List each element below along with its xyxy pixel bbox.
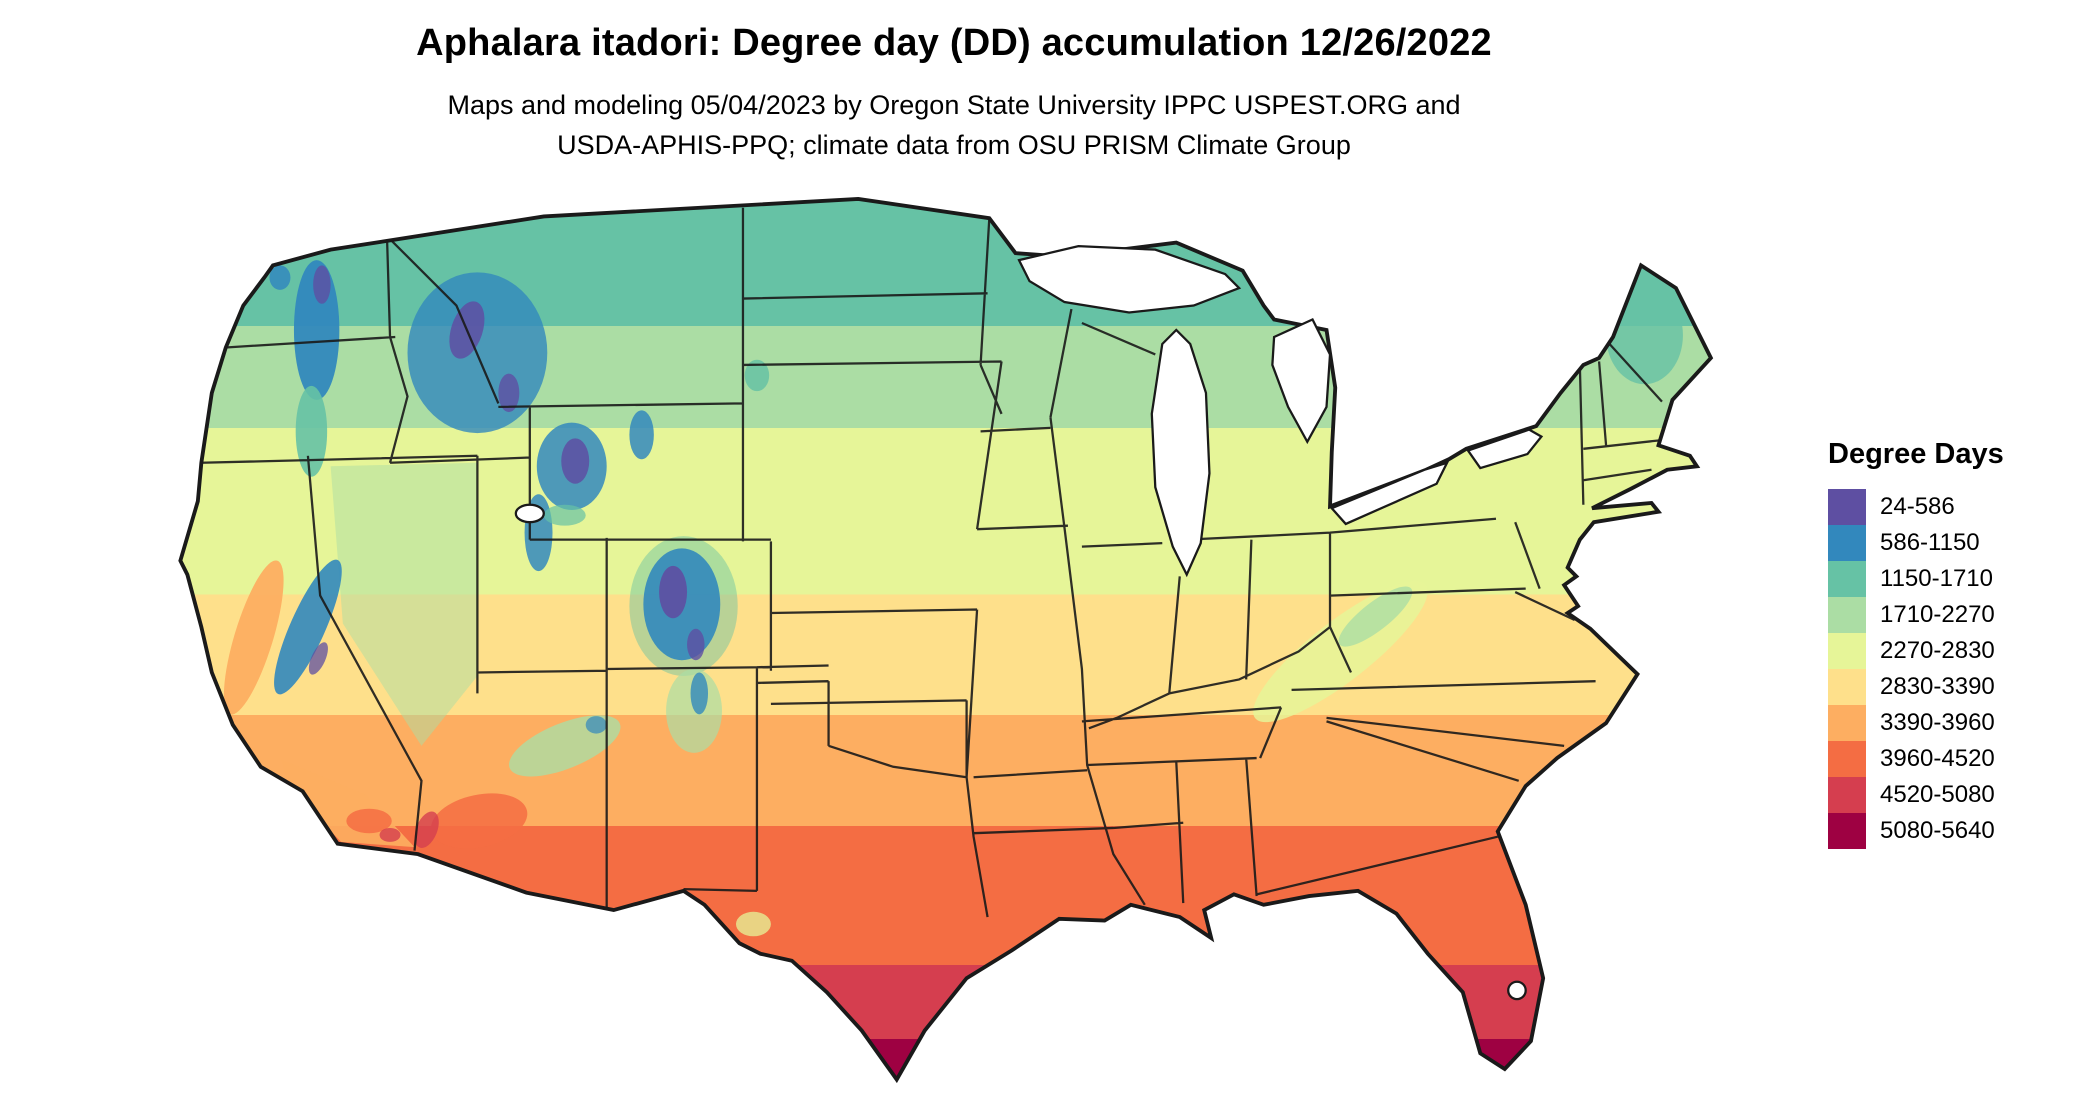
yuma-overlay [414,811,439,848]
legend-swatch [1828,633,1866,669]
davis-mountains-overlay [735,911,771,937]
lake-erie [1329,460,1450,526]
new-mexico-highlands-overlay [666,668,722,753]
sierra-peaks-overlay [308,642,328,675]
state-borders [201,207,1663,918]
central-valley-overlay [223,560,284,715]
legend-item-label: 3390-3960 [1880,709,1995,736]
legend-swatch [1828,525,1866,561]
oregon-cascades-overlay [295,385,328,477]
wind-river-overlay [561,438,590,484]
us-degree-day-map [88,178,1812,1104]
adirondacks-overlay [1495,380,1535,413]
legend-item-label: 5080-5640 [1880,817,1995,844]
san-juan-overlay [687,628,705,661]
legend-item: 5080-5640 [1828,813,2004,849]
us-map-svg [178,197,1714,1084]
sonoran-desert-overlay [430,793,528,849]
legend-item: 3960-4520 [1828,741,2004,777]
maine-overlay [1606,286,1683,385]
sierra-nevada-overlay [274,559,342,695]
degree-days-legend: Degree Days 24-586 586-1150 1150-1710 17… [1828,438,2004,849]
legend-item-label: 4520-5080 [1880,781,1995,808]
legend-item: 4520-5080 [1828,777,2004,813]
lake-huron [1271,318,1332,445]
uinta-overlay [543,504,586,526]
lake-michigan [1150,328,1211,578]
legend-title: Degree Days [1828,438,2004,470]
montana-peaks-overlay [498,373,520,413]
legend-item-label: 1710-2270 [1880,601,1995,628]
sangre-de-cristo-overlay [690,672,709,715]
great-basin-overlay [330,462,478,746]
north-cascades-overlay [313,265,331,304]
legend-item: 586-1150 [1828,525,2004,561]
west-virginia-highlands-overlay [1338,586,1413,647]
page-title: Aphalara itadori: Degree day (DD) accumu… [416,22,1492,64]
legend-item: 24-586 [1828,489,2004,525]
legend-swatch [1828,489,1866,525]
black-hills-overlay [744,359,770,392]
lake-ontario [1466,428,1544,470]
legend-swatch [1828,669,1866,705]
degree-day-raster [180,198,1711,1080]
subtitle-line-2: USDA-APHIS-PPQ; climate data from OSU PR… [557,130,1351,160]
legend-item-label: 2830-3390 [1880,673,1995,700]
olympics-overlay [269,265,291,290]
legend-item: 1710-2270 [1828,597,2004,633]
legend-item: 1150-1710 [1828,561,2004,597]
legend-item: 3390-3960 [1828,705,2004,741]
page-subtitle: Maps and modeling 05/04/2023 by Oregon S… [0,85,1908,165]
legend-swatch [1828,777,1866,813]
legend-swatch [1828,705,1866,741]
legend-item-label: 2270-2830 [1880,637,1995,664]
legend-item: 2270-2830 [1828,633,2004,669]
legend-swatch [1828,561,1866,597]
bighorn-overlay [629,410,654,460]
great-salt-lake [514,503,545,524]
lake-superior [1017,244,1242,314]
legend-item-label: 3960-4520 [1880,745,1995,772]
great-lakes [514,244,1544,1001]
legend-swatch [1828,741,1866,777]
imperial-valley-overlay [379,827,401,842]
map-header: Aphalara itadori: Degree day (DD) accumu… [0,22,1908,165]
lake-okeechobee [1507,980,1527,1001]
legend-swatch [1828,813,1866,849]
colorado-peaks-overlay [659,565,688,619]
subtitle-line-1: Maps and modeling 05/04/2023 by Oregon S… [447,90,1461,120]
legend-item-label: 24-586 [1880,493,1955,520]
legend-item-label: 586-1150 [1880,529,1980,556]
legend-swatch [1828,597,1866,633]
us-outline [178,197,1714,1084]
legend-item: 2830-3390 [1828,669,2004,705]
legend-item-label: 1150-1710 [1880,565,1993,592]
inland-empire-overlay [346,808,392,834]
white-mountains-overlay [585,716,607,734]
